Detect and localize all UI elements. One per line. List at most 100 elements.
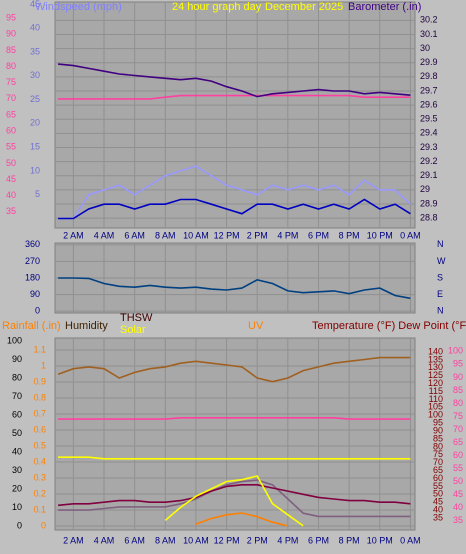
y-tick-label: 28.8 [420, 212, 438, 222]
y-tick-label: 70 [12, 391, 22, 401]
y-tick-label: 50 [12, 428, 22, 438]
y-tick-label: 20 [12, 483, 22, 493]
series-line [58, 479, 411, 518]
y-tick-label: 90 [12, 354, 22, 364]
y-tick-label: 0.9 [33, 376, 46, 386]
y-tick-label: 45 [30, 0, 40, 9]
x-tick-label: 12 PM [214, 230, 240, 240]
y-tick-label: 35 [6, 206, 16, 216]
series-line [58, 484, 411, 507]
y-tick-label: 115 [429, 386, 443, 396]
y-tick-label: 55 [433, 481, 443, 491]
y-tick-label: 60 [6, 126, 16, 136]
y-tick-label: 85 [6, 45, 16, 55]
y-tick-label: 1 [41, 360, 46, 370]
y-tick-label: 75 [453, 411, 463, 421]
series-line [57, 356, 411, 383]
y-tick-label: 50 [453, 476, 463, 486]
y-tick-label: 95 [453, 359, 463, 369]
y-tick-label: 85 [453, 385, 463, 395]
x-tick-label: 10 AM [183, 535, 209, 545]
y-tick-label: 29.6 [420, 99, 438, 109]
axis-title: December 2025 [265, 1, 343, 13]
axis-title: Solar [120, 324, 146, 336]
y-tick-label: S [437, 272, 443, 282]
series-line [58, 417, 411, 420]
y-tick-label: 29.1 [420, 170, 438, 180]
y-tick-label: 29.8 [420, 71, 438, 81]
axis-title: Humidity [65, 320, 108, 332]
y-tick-label: 105 [428, 402, 443, 412]
y-tick-label: 70 [453, 424, 463, 434]
y-tick-label: 10 [12, 502, 22, 512]
series-line [58, 165, 411, 220]
y-tick-label: 25 [30, 94, 40, 104]
y-tick-label: 50 [433, 489, 443, 499]
series-line [58, 94, 411, 100]
y-tick-label: 30 [420, 43, 430, 53]
x-tick-label: 2 AM [63, 535, 84, 545]
y-tick-label: 80 [433, 441, 443, 451]
x-tick-label: 8 PM [339, 230, 360, 240]
y-tick-label: 29.5 [420, 114, 438, 124]
x-tick-label: 4 AM [94, 230, 115, 240]
y-tick-label: 70 [6, 93, 16, 103]
y-tick-label: N [437, 239, 444, 249]
y-tick-label: 90 [30, 289, 40, 299]
y-tick-label: 28.9 [420, 198, 438, 208]
y-tick-label: E [437, 289, 443, 299]
y-tick-label: 10 [30, 165, 40, 175]
y-tick-label: 29 [420, 184, 430, 194]
axis-title: Barometer (.in) [348, 1, 421, 13]
y-tick-label: 125 [428, 370, 443, 380]
x-tick-label: 2 AM [63, 230, 84, 240]
y-tick-label: 0.7 [33, 408, 46, 418]
y-tick-label: 50 [6, 158, 16, 168]
y-tick-label: 0.8 [33, 392, 46, 402]
y-tick-label: 110 [429, 394, 443, 404]
y-tick-label: 0 [35, 306, 40, 316]
y-tick-label: 40 [6, 190, 16, 200]
y-tick-label: 40 [30, 23, 40, 33]
y-tick-label: 40 [453, 502, 463, 512]
y-tick-label: 65 [433, 465, 443, 475]
y-tick-label: W [437, 256, 446, 266]
y-tick-label: 29.2 [420, 156, 438, 166]
y-tick-label: 0.3 [33, 472, 46, 482]
x-tick-label: 4 PM [277, 535, 298, 545]
y-tick-label: 95 [6, 13, 16, 23]
y-tick-label: 75 [6, 77, 16, 87]
y-tick-label: 0 [17, 520, 22, 530]
x-tick-label: 4 AM [94, 535, 115, 545]
y-tick-label: 100 [428, 410, 443, 420]
y-tick-label: 29.4 [420, 128, 438, 138]
y-tick-label: 180 [25, 272, 40, 282]
x-tick-label: 10 PM [367, 535, 393, 545]
y-tick-label: 270 [25, 256, 40, 266]
y-tick-label: 35 [433, 512, 443, 522]
x-tick-label: 0 AM [400, 535, 421, 545]
x-tick-label: 2 PM [247, 230, 268, 240]
x-tick-label: 2 PM [247, 535, 268, 545]
y-tick-label: 75 [433, 449, 443, 459]
y-tick-label: 35 [30, 46, 40, 56]
y-tick-label: 0.1 [33, 504, 46, 514]
y-tick-label: 70 [433, 457, 443, 467]
y-tick-label: 0.5 [33, 440, 46, 450]
y-tick-label: 100 [448, 346, 463, 356]
y-tick-label: N [437, 306, 444, 316]
y-tick-label: 55 [453, 463, 463, 473]
x-tick-label: 8 AM [155, 230, 176, 240]
y-tick-label: 35 [453, 515, 463, 525]
x-tick-label: 10 PM [367, 230, 393, 240]
axis-title: Temperature (°F) Dew Point (°F) [312, 320, 466, 332]
series-line [164, 475, 304, 527]
y-tick-label: 45 [453, 489, 463, 499]
axis-title: THSW [120, 312, 153, 324]
y-tick-label: 120 [428, 378, 443, 388]
series-line [58, 63, 411, 98]
x-tick-label: 12 PM [214, 535, 240, 545]
y-tick-label: 40 [433, 504, 443, 514]
y-tick-label: 20 [30, 118, 40, 128]
y-tick-label: 15 [30, 141, 40, 151]
